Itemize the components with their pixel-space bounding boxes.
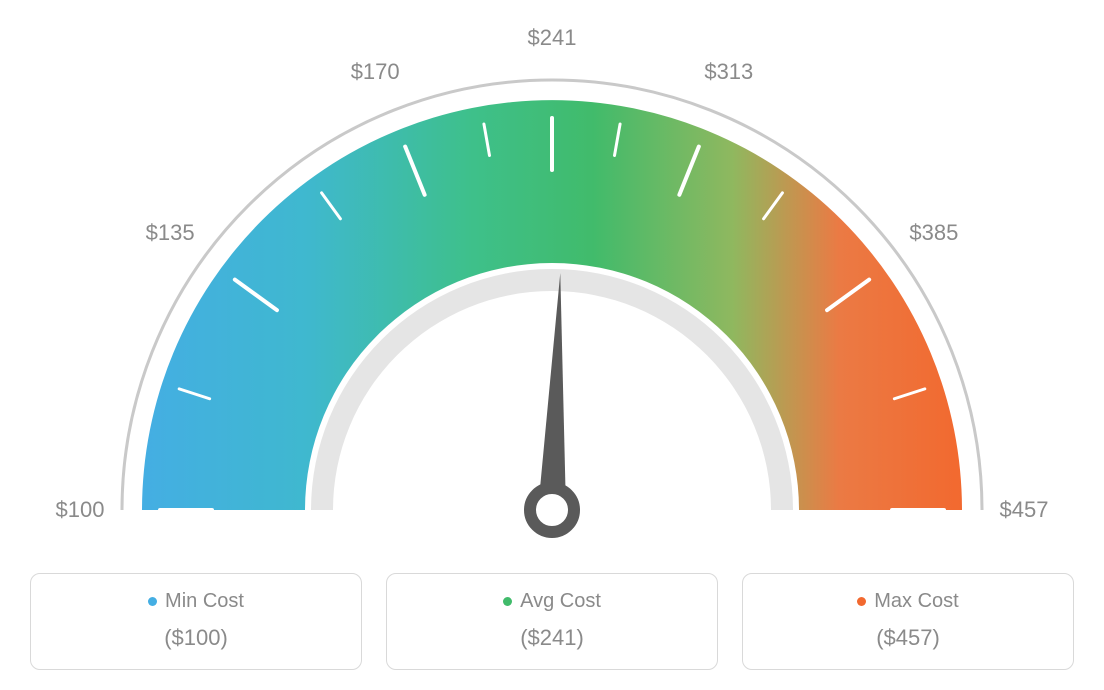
legend-title-text: Avg Cost	[520, 590, 601, 613]
gauge-tick-label: $385	[909, 220, 958, 246]
cost-gauge-widget: $100 $135 $170 $241 $313 $385 $457 Min Cost ($…	[0, 0, 1104, 690]
legend-title-avg: Avg Cost	[503, 590, 601, 613]
legend-title-max: Max Cost	[857, 590, 958, 613]
gauge-needle-hub	[530, 488, 574, 532]
legend-value-max: ($457)	[753, 625, 1063, 651]
legend-title-text: Max Cost	[874, 590, 958, 613]
dot-icon	[503, 597, 512, 606]
legend-card-avg: Avg Cost ($241)	[386, 573, 718, 670]
legend-value-avg: ($241)	[397, 625, 707, 651]
legend-value-min: ($100)	[41, 625, 351, 651]
gauge-tick-label: $241	[528, 25, 577, 51]
legend-row: Min Cost ($100) Avg Cost ($241) Max Cost…	[30, 573, 1074, 670]
gauge-svg	[0, 0, 1104, 560]
gauge-tick-label: $313	[704, 59, 753, 85]
legend-title-min: Min Cost	[148, 590, 244, 613]
gauge-tick-label: $457	[1000, 497, 1049, 523]
gauge-tick-label: $100	[56, 497, 105, 523]
gauge-tick-label: $170	[351, 59, 400, 85]
dot-icon	[148, 597, 157, 606]
gauge-needle	[538, 273, 566, 510]
gauge-chart: $100 $135 $170 $241 $313 $385 $457	[0, 0, 1104, 560]
legend-card-max: Max Cost ($457)	[742, 573, 1074, 670]
dot-icon	[857, 597, 866, 606]
legend-card-min: Min Cost ($100)	[30, 573, 362, 670]
gauge-tick-label: $135	[146, 220, 195, 246]
legend-title-text: Min Cost	[165, 590, 244, 613]
